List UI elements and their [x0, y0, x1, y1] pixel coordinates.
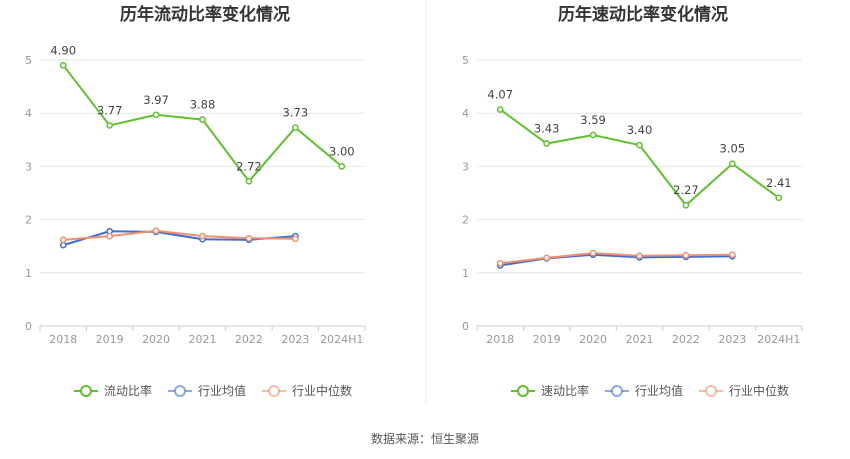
legend-swatch-marker	[611, 385, 623, 397]
y-tick-label: 4	[25, 107, 32, 120]
data-point	[152, 111, 160, 119]
data-point	[589, 249, 597, 257]
legend-item-1[interactable]: 速动比率	[511, 383, 589, 398]
legend-label: 流动比率	[104, 383, 152, 398]
legend-item-1[interactable]: 流动比率	[74, 383, 152, 398]
y-tick-label: 4	[462, 107, 469, 120]
data-point	[496, 106, 504, 113]
data-point	[106, 122, 113, 129]
legend-item-2[interactable]: 行业均值	[605, 383, 683, 398]
y-tick-label: 2	[462, 214, 469, 227]
data-label: 2.72	[236, 159, 262, 173]
data-point	[199, 232, 206, 240]
y-tick-label: 3	[462, 160, 469, 173]
data-label: 3.88	[190, 98, 216, 112]
source-note: 数据来源：恒生聚源	[371, 431, 479, 446]
legend-item-2[interactable]: 行业均值	[168, 383, 246, 398]
legend-swatch-marker	[174, 385, 186, 397]
y-tick-label: 3	[25, 160, 32, 173]
x-tick-label: 2021	[189, 333, 217, 346]
data-point	[59, 236, 67, 244]
x-tick-label: 2022	[672, 333, 700, 346]
data-label: 2.41	[766, 176, 792, 190]
data-point	[59, 241, 67, 249]
chart-panel-1: 历年流动比率变化情况 0 1 2 3 4 5 2018 2019 2020 2021 2022 2023…	[25, 4, 366, 398]
legend-label: 行业中位数	[729, 383, 789, 398]
series-line-3	[63, 229, 296, 241]
x-tick-label: 2020	[142, 333, 170, 346]
series-line-1	[62, 64, 343, 183]
chart-title: 历年流动比率变化情况	[120, 4, 290, 25]
data-label: 3.73	[283, 106, 309, 120]
data-point	[59, 61, 67, 69]
data-label: 4.07	[487, 87, 513, 101]
data-point	[543, 254, 550, 262]
data-label: 3.40	[627, 123, 653, 137]
data-point	[589, 131, 597, 139]
legend-label: 行业均值	[635, 383, 683, 398]
data-point	[636, 252, 643, 260]
data-label: 3.97	[143, 93, 169, 107]
x-tick-label: 2019	[533, 333, 561, 346]
x-tick-label: 2023	[281, 333, 309, 346]
data-point	[152, 227, 160, 235]
legend-swatch-marker	[80, 385, 92, 397]
data-point	[729, 251, 736, 259]
chart-panel-2: 历年速动比率变化情况 0 1 2 3 4 5 2018 2019 2020 2021 2022 2023…	[462, 4, 803, 398]
data-point	[636, 141, 643, 149]
data-point	[245, 234, 253, 242]
y-tick-label: 5	[462, 54, 469, 67]
legend-label: 速动比率	[541, 383, 589, 398]
x-tick-label: 2018	[49, 333, 77, 346]
data-label: 3.43	[534, 122, 560, 136]
data-point	[729, 160, 736, 168]
x-tick-label: 2024H1	[757, 333, 800, 346]
data-point	[245, 177, 253, 185]
y-tick-label: 1	[25, 267, 32, 280]
x-tick-label: 2023	[718, 333, 746, 346]
data-point	[338, 163, 346, 170]
data-point	[543, 140, 550, 147]
chart-title: 历年速动比率变化情况	[558, 4, 728, 25]
data-point	[496, 259, 504, 267]
data-label: 2.27	[673, 183, 699, 197]
data-label: 3.00	[329, 144, 355, 158]
data-label: 4.90	[50, 43, 76, 57]
data-point	[682, 251, 690, 259]
x-tick-label: 2021	[626, 333, 654, 346]
y-tick-label: 0	[25, 320, 32, 333]
data-point	[292, 235, 299, 243]
data-label: 3.05	[720, 142, 746, 156]
y-tick-label: 2	[25, 214, 32, 227]
data-point	[106, 232, 113, 240]
x-tick-label: 2019	[96, 333, 124, 346]
legend-label: 行业中位数	[292, 383, 352, 398]
legend-label: 行业均值	[198, 383, 246, 398]
y-tick-label: 0	[462, 320, 469, 333]
legend-item-3[interactable]: 行业中位数	[262, 383, 352, 398]
legend-swatch-marker	[705, 385, 717, 397]
y-tick-label: 5	[25, 54, 32, 67]
data-point	[199, 116, 206, 123]
data-label: 3.59	[580, 113, 606, 127]
legend-swatch-marker	[268, 385, 280, 397]
x-tick-label: 2020	[579, 333, 607, 346]
data-label: 3.77	[97, 103, 123, 117]
data-point	[775, 194, 783, 202]
x-tick-label: 2024H1	[320, 333, 363, 346]
data-point	[292, 124, 299, 131]
x-tick-label: 2018	[486, 333, 514, 346]
y-tick-label: 1	[462, 267, 469, 280]
legend-swatch-marker	[517, 385, 529, 397]
x-tick-label: 2022	[235, 333, 263, 346]
data-point	[682, 201, 690, 209]
legend-item-3[interactable]: 行业中位数	[699, 383, 789, 398]
series-line-3	[500, 252, 733, 265]
